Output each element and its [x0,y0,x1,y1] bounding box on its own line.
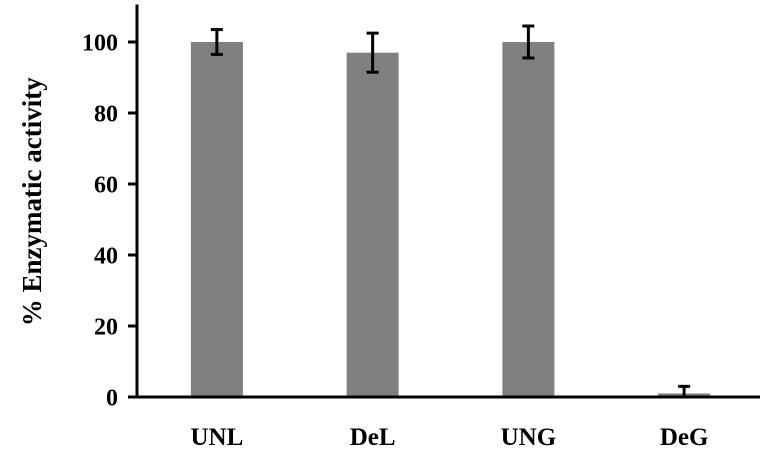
bar-unl [190,42,243,397]
x-category-label: DeG [660,424,709,449]
y-tick-label: 20 [94,315,118,341]
y-ticks-group: 0 20 40 60 80 100 [82,31,137,412]
bars-group [190,42,711,398]
y-axis-title: % Enzymatic activity [17,77,47,326]
y-tick-label: 80 [94,102,118,128]
y-tick-label: 40 [94,244,118,270]
x-category-label: UNG [501,424,557,449]
y-tick-label: 100 [82,31,118,57]
bar-del [346,52,399,398]
y-tick-label: 60 [94,173,118,199]
x-category-label: DeL [350,424,396,449]
x-category-label: UNL [190,424,243,449]
error-bars-group [210,24,691,399]
x-labels-group: UNL DeL UNG DeG [190,424,708,449]
y-tick-label: 0 [106,386,118,412]
bar-ung [502,42,555,397]
